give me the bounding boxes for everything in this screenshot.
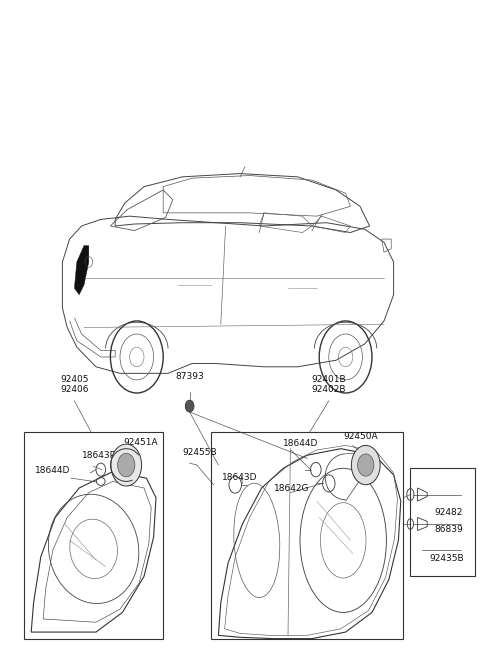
Bar — [24, 432, 163, 639]
Bar — [410, 468, 475, 576]
Text: 86839: 86839 — [434, 525, 463, 534]
Polygon shape — [74, 246, 89, 295]
Text: 92450A: 92450A — [343, 432, 378, 441]
Text: 92405
92406: 92405 92406 — [60, 375, 89, 394]
Text: 18642G: 18642G — [274, 483, 309, 493]
Circle shape — [118, 453, 135, 477]
Text: 87393: 87393 — [175, 372, 204, 381]
Text: 18643P: 18643P — [82, 451, 116, 460]
Text: 92435B: 92435B — [430, 554, 464, 563]
Text: 92451A: 92451A — [124, 438, 158, 447]
Bar — [211, 432, 403, 639]
Text: 18644D: 18644D — [35, 466, 71, 475]
Text: 18644D: 18644D — [283, 439, 319, 448]
Text: 92455B: 92455B — [182, 448, 217, 457]
Text: 92401B
92402B: 92401B 92402B — [312, 375, 346, 394]
Text: 18643D: 18643D — [222, 473, 257, 482]
Circle shape — [111, 444, 142, 486]
Text: 92482: 92482 — [434, 508, 463, 517]
Circle shape — [351, 445, 380, 485]
Circle shape — [358, 454, 374, 476]
Circle shape — [185, 400, 194, 412]
